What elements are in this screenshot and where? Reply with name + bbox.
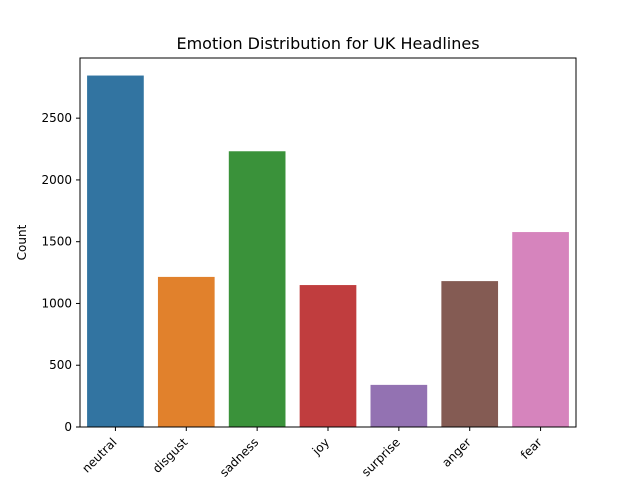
y-axis-label: Count (15, 224, 29, 260)
y-tick-label: 500 (49, 358, 72, 372)
bars-group (87, 75, 569, 427)
x-tick-label: fear (518, 435, 545, 462)
x-axis-ticks: neutral disgust sadness joy surprise anger fea… (79, 427, 545, 480)
bar-neutral (87, 75, 144, 427)
x-tick-label: neutral (79, 435, 119, 475)
y-tick-label: 2500 (41, 111, 72, 125)
y-tick-label: 0 (64, 420, 72, 434)
x-tick-label: surprise (359, 435, 403, 479)
bar-surprise (370, 384, 428, 427)
bar-sadness (228, 151, 286, 427)
bar-joy (299, 285, 357, 427)
bar-anger (441, 281, 499, 427)
y-axis-ticks: 0 500 1000 1500 2000 2500 (41, 111, 80, 434)
bar-disgust (157, 276, 215, 427)
x-tick-label: sadness (217, 435, 261, 479)
y-tick-label: 1000 (41, 296, 72, 310)
y-tick-label: 1500 (41, 235, 72, 249)
y-tick-label: 2000 (41, 173, 72, 187)
x-tick-label: joy (309, 435, 332, 458)
plot-frame (79, 57, 577, 428)
bar-fear (512, 232, 569, 427)
x-tick-label: disgust (150, 435, 191, 476)
chart-title: Emotion Distribution for UK Headlines (176, 34, 479, 53)
x-tick-label: anger (439, 435, 474, 470)
